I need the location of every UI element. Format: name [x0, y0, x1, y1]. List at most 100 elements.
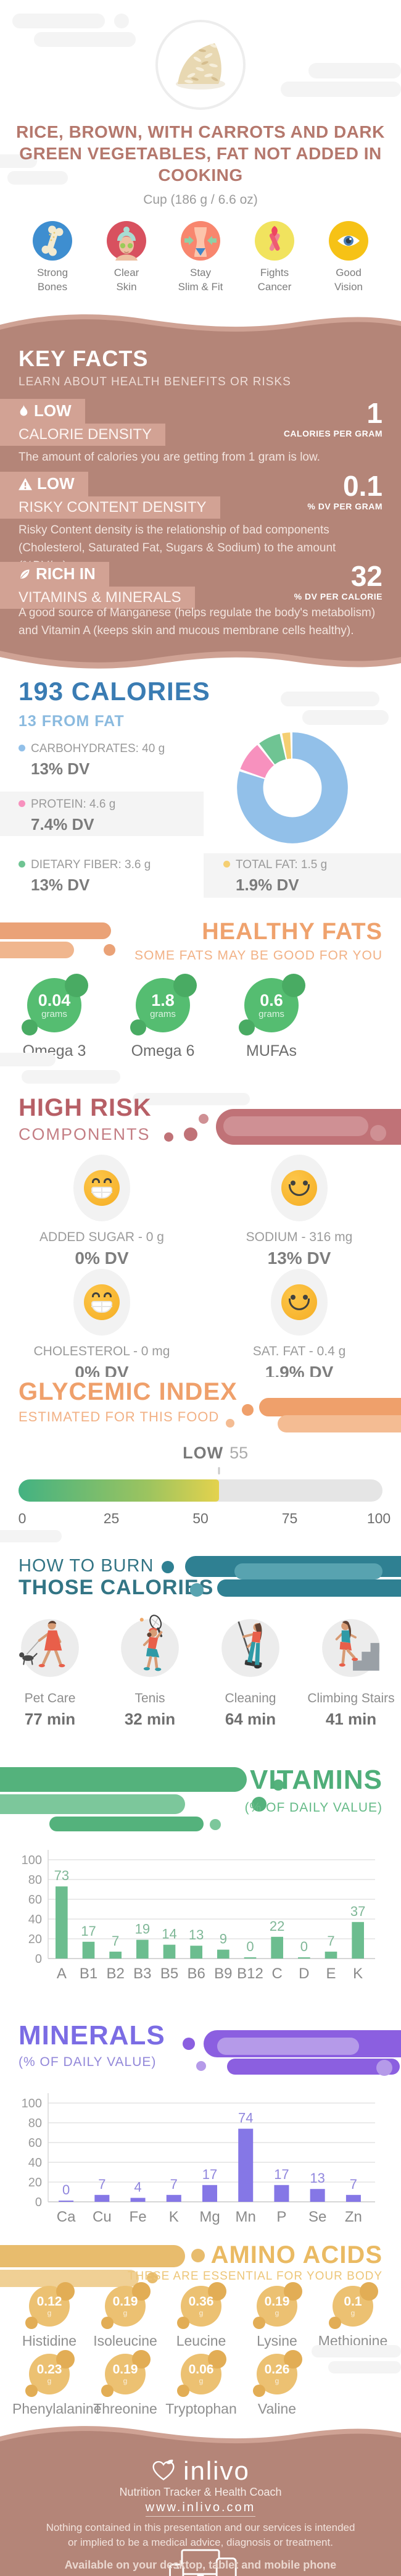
section-subtitle: LEARN ABOUT HEALTH BENEFITS OR RISKS: [19, 375, 291, 388]
availability-text: Available on your desktop, tablet and mo…: [64, 2559, 337, 2571]
wave-divider: [0, 309, 401, 340]
amino-tryptophan: 0.06 g Tryptophan: [164, 2350, 238, 2417]
value-blob: 0.1 g: [329, 2282, 378, 2329]
benefit-clear-skin: Clear Skin: [89, 221, 163, 294]
value-blob: 0.06 g: [177, 2350, 226, 2397]
cloud-decoration: [0, 1530, 62, 1542]
svg-text:B5: B5: [160, 1965, 178, 1982]
section-title: HIGH RISK: [19, 1094, 152, 1121]
cloud-decoration: [12, 14, 105, 28]
fact-badge: LOW: [37, 474, 75, 493]
section-subtitle: ESTIMATED FOR THIS FOOD: [19, 1409, 220, 1424]
amino-leucine: 0.36 g Leucine: [164, 2282, 238, 2349]
benefit-label: Strong: [36, 267, 68, 278]
section-title: HEALTHY FATS: [202, 919, 382, 945]
website-link[interactable]: www.inlivo.com: [0, 2501, 401, 2517]
decoration: [164, 1132, 173, 1142]
svg-text:100: 100: [22, 2097, 42, 2110]
svg-text:14: 14: [162, 1926, 176, 1942]
fat-mufas: 0.6 grams MUFAs: [217, 974, 326, 1060]
footer-section: inlivo Nutrition Tracker & Health Coach …: [0, 2451, 401, 2576]
cloud-decoration: [114, 14, 129, 28]
page-title: RICE, BROWN, WITH CARROTS AND DARK GREEN…: [16, 122, 385, 185]
svg-text:Mn: Mn: [236, 2209, 256, 2225]
svg-text:80: 80: [28, 2117, 42, 2130]
risk-dv: 1.9% DV: [265, 1363, 334, 1377]
svg-text:80: 80: [28, 1873, 42, 1887]
fact-unit: % DV PER CALORIE: [294, 592, 382, 601]
value-blob: 0.19 g: [101, 2282, 151, 2329]
heart-leaf-logo-icon: [152, 2459, 175, 2481]
fact-unit: % DV PER GRAM: [307, 501, 382, 511]
value-blob: 0.23 g: [25, 2350, 75, 2397]
svg-text:60: 60: [28, 1893, 42, 1907]
legend-dot: [19, 861, 25, 868]
svg-text:20: 20: [28, 2176, 42, 2189]
benefit-label: Good: [336, 267, 362, 278]
fact-label: RISKY CONTENT DENSITY: [0, 496, 220, 519]
svg-text:Fe: Fe: [130, 2209, 147, 2225]
svg-text:40: 40: [28, 2156, 42, 2170]
activity-label: Tenis: [134, 1691, 165, 1705]
svg-text:Zn: Zn: [345, 2209, 362, 2225]
healthy-fats-section: HEALTHY FATS SOME FATS MAY BE GOOD FOR Y…: [0, 914, 401, 1093]
calorie-breakdown-donut-chart: [237, 732, 348, 843]
grinning-face-icon: [84, 1170, 120, 1206]
svg-text:A: A: [57, 1965, 67, 1982]
row-stripe: [0, 792, 204, 836]
calories-title: 193 CALORIES: [19, 677, 210, 706]
benefit-stay-slim-fit: Stay Slim & Fit: [163, 221, 238, 294]
gi-gauge-track: [19, 1479, 382, 1502]
svg-text:17: 17: [274, 2167, 289, 2182]
brand-name: inlivo: [183, 2456, 250, 2485]
food-photo-rice: [155, 20, 246, 110]
svg-text:K: K: [169, 2209, 179, 2225]
tennis-icon: [121, 1615, 179, 1677]
cloud-decoration: [302, 710, 389, 725]
key-facts-section: KEY FACTS LEARN ABOUT HEALTH BENEFITS OR…: [0, 340, 401, 642]
activity-pet-care: Pet Care 77 min: [0, 1612, 100, 1729]
svg-text:0: 0: [35, 2196, 42, 2209]
eye-icon: [329, 221, 368, 261]
svg-text:20: 20: [28, 1933, 42, 1946]
decoration: [278, 1415, 401, 1432]
fact-vitamins-minerals: RICH IN VITAMINS & MINERALS: [0, 562, 195, 609]
fat-label: MUFAs: [246, 1042, 297, 1060]
decoration: [226, 1419, 234, 1428]
serving-size: Cup (186 g / 6.6 oz): [143, 193, 258, 207]
smiling-face-icon: [281, 1170, 317, 1206]
activity-label: Cleaning: [225, 1691, 276, 1705]
decoration: [217, 2038, 359, 2055]
smiling-face-icon: [281, 1284, 317, 1320]
cloud-decoration: [22, 1070, 120, 1084]
svg-text:0: 0: [62, 2182, 70, 2198]
svg-text:B9: B9: [214, 1965, 232, 1982]
fact-badge: RICH IN: [36, 564, 96, 583]
devices-icon: [169, 2549, 237, 2576]
cloud-decoration: [312, 2345, 401, 2357]
fat-omega6: 1.8 grams Omega 6: [109, 974, 217, 1060]
benefit-label: Clear: [114, 267, 139, 278]
svg-text:13: 13: [189, 1927, 204, 1942]
risk-added-sugar: ADDED SUGAR - 0 g 0% DV: [3, 1155, 200, 1268]
decoration: [223, 1116, 368, 1136]
climbing-stairs-icon: [322, 1619, 380, 1677]
decoration: [242, 1404, 254, 1416]
amino-lysine: 0.19 g Lysine: [240, 2282, 314, 2349]
activity-cleaning: Cleaning 64 min: [200, 1612, 300, 1729]
fact-badge: LOW: [34, 401, 72, 420]
high-risk-section: HIGH RISK COMPONENTS ADDED SUGAR - 0 g 0…: [0, 1093, 401, 1377]
header-section: RICE, BROWN, WITH CARROTS AND DARK GREEN…: [0, 0, 401, 309]
svg-text:7: 7: [170, 2177, 178, 2192]
gi-marker: LOW 55: [183, 1444, 248, 1463]
svg-text:D: D: [299, 1965, 309, 1982]
svg-text:74: 74: [238, 2110, 253, 2126]
decoration: [162, 1561, 174, 1573]
gi-scale-50: 50: [192, 1510, 209, 1526]
value-blob: 0.36 g: [177, 2282, 226, 2329]
svg-text:B12: B12: [237, 1965, 263, 1982]
svg-text:Se: Se: [308, 2209, 326, 2225]
svg-text:22: 22: [270, 1918, 284, 1934]
decoration: [370, 1125, 386, 1141]
activity-minutes: 32 min: [124, 1710, 176, 1728]
